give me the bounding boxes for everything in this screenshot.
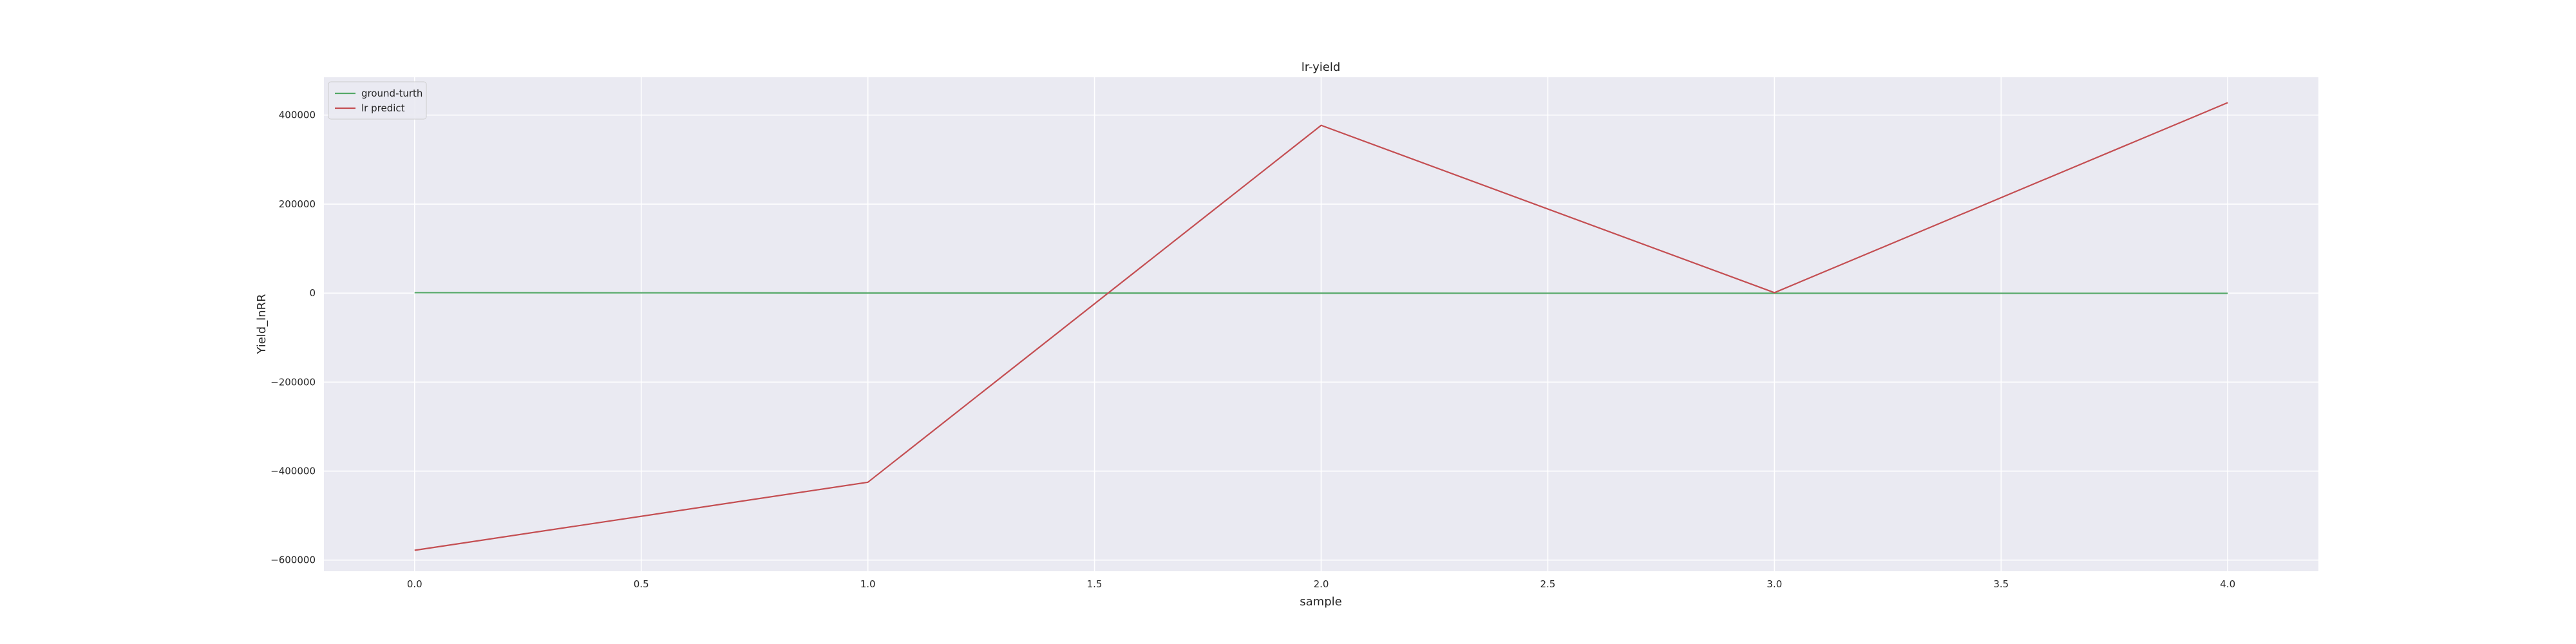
x-tick-label: 0.5 xyxy=(634,578,649,590)
y-tick-label: 200000 xyxy=(279,198,316,210)
series-line-ground-turth xyxy=(414,292,2228,294)
x-tick-label: 4.0 xyxy=(2220,578,2235,590)
y-tick-label: −200000 xyxy=(270,376,316,388)
x-axis-label: sample xyxy=(1300,595,1341,609)
x-tick-label: 2.5 xyxy=(1540,578,1556,590)
series-line-lr-predict xyxy=(414,102,2228,551)
y-tick-label: −600000 xyxy=(270,554,316,566)
series-lines xyxy=(414,102,2228,551)
y-tick-label: −400000 xyxy=(270,466,316,477)
y-tick-label: 400000 xyxy=(279,109,316,121)
x-tick-label: 3.0 xyxy=(1766,578,1782,590)
x-tick-label: 1.0 xyxy=(860,578,876,590)
chart-title: lr-yield xyxy=(1302,61,1341,74)
y-tick-labels: −600000 −400000 −200000 0 200000 400000 xyxy=(270,109,316,566)
x-tick-label: 2.0 xyxy=(1314,578,1329,590)
x-tick-label: 0.0 xyxy=(407,578,422,590)
x-tick-label: 3.5 xyxy=(1993,578,2009,590)
legend-frame xyxy=(328,81,427,120)
y-axis-label: Yield_lnRR xyxy=(255,294,269,354)
legend: ground-turth lr predict xyxy=(328,81,427,120)
grid xyxy=(324,77,2318,571)
legend-label-lr-predict: lr predict xyxy=(361,102,405,114)
x-tick-labels: 0.0 0.5 1.0 1.5 2.0 2.5 3.0 3.5 4.0 xyxy=(407,578,2235,590)
y-tick-label: 0 xyxy=(309,287,316,299)
x-tick-label: 1.5 xyxy=(1087,578,1103,590)
legend-label-ground-turth: ground-turth xyxy=(361,88,422,99)
